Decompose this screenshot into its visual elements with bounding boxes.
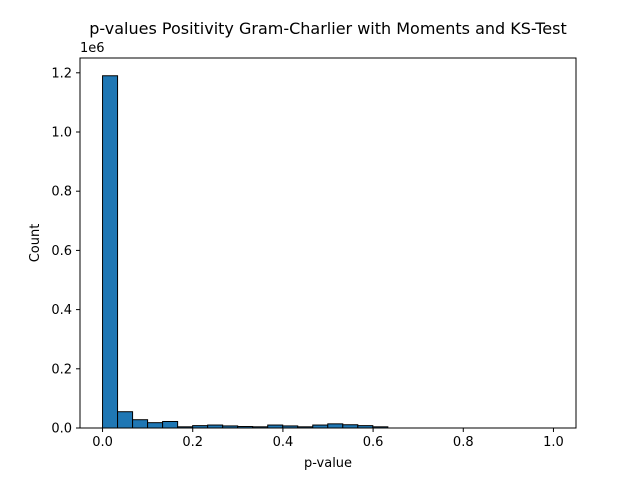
histogram-bar (132, 419, 149, 429)
x-tick-label: 0.4 (273, 435, 294, 450)
chart-title: p-values Positivity Gram-Charlier with M… (89, 19, 567, 38)
histogram-bar (162, 420, 179, 429)
y-tick-label: 0.2 (51, 362, 72, 377)
x-tick-label: 0.2 (182, 435, 203, 450)
x-axis-label: p-value (304, 456, 352, 471)
y-offset-label: 1e6 (80, 41, 105, 56)
bars-group (102, 75, 389, 429)
plot-frame (79, 57, 577, 429)
x-tick-label: 0.6 (363, 435, 384, 450)
y-axis-label: Count (28, 224, 43, 263)
y-axis: 0.0 0.2 0.4 0.6 0.8 1.0 1.2 (51, 66, 80, 437)
y-tick-label: 0.6 (51, 244, 72, 259)
y-tick-label: 1.0 (51, 126, 72, 141)
y-tick-label: 0.0 (51, 422, 72, 437)
y-tick-label: 0.8 (51, 185, 72, 200)
y-tick-label: 0.4 (51, 303, 72, 318)
histogram-bar (102, 75, 119, 429)
histogram-bar (327, 423, 344, 429)
x-tick-label: 1.0 (543, 435, 564, 450)
y-tick-label: 1.2 (51, 66, 72, 81)
histogram-bar (117, 411, 134, 429)
x-tick-label: 0.8 (453, 435, 474, 450)
histogram-bar (147, 422, 164, 429)
x-axis: 0.0 0.2 0.4 0.6 0.8 1.0 (92, 428, 564, 450)
x-tick-label: 0.0 (92, 435, 113, 450)
